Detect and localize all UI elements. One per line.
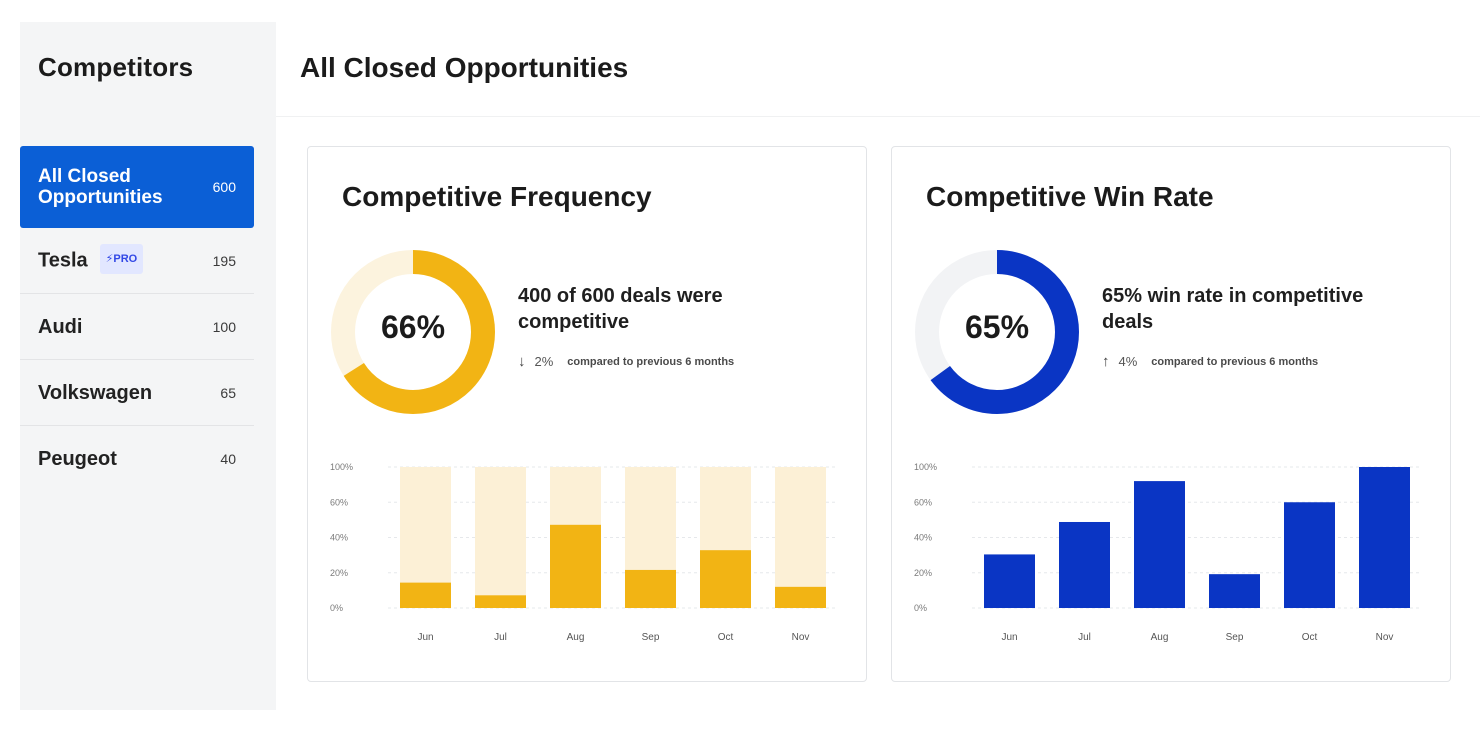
nav-item-label: Peugeot (38, 448, 117, 470)
x-tick-label: Sep (642, 632, 660, 643)
x-tick-label: Oct (718, 632, 734, 643)
y-tick-label: 60% (914, 497, 932, 507)
card-title: Competitive Win Rate (926, 181, 1214, 212)
nav-item-peugeot[interactable]: Peugeot 40 (20, 426, 254, 492)
bar[interactable] (475, 595, 526, 608)
x-tick-label: Nov (1376, 632, 1394, 643)
sidebar-title: Competitors (38, 52, 194, 82)
frequency-donut (331, 250, 495, 414)
bar[interactable] (700, 550, 751, 608)
bar[interactable] (1134, 481, 1185, 608)
y-tick-label: 60% (330, 497, 348, 507)
pro-badge: ⚡PRO (99, 243, 144, 274)
delta-percent: 4% (1118, 354, 1138, 369)
competitive-frequency-card: Competitive Frequency 66% 400 of 600 dea… (307, 146, 867, 682)
frequency-headline: 400 of 600 deals were competitive (518, 285, 723, 333)
win-rate-bar-chart: 0% 20% 40% 60% 100% Jun Jul Aug Sep Oct Nov (914, 462, 1422, 643)
donut-percent: 66% (380, 309, 446, 345)
donut-fill (915, 250, 1079, 414)
bar[interactable] (1284, 502, 1335, 608)
y-tick-label: 0% (914, 603, 927, 613)
nav-item-label: All Closed Opportunities (38, 166, 163, 208)
competitors-sidebar: Competitors All Closed Opportunities 600… (20, 22, 276, 710)
competitive-win-rate-card: Competitive Win Rate 65% 65% win rate in… (891, 146, 1451, 682)
nav-item-label: Tesla ⚡PRO (38, 243, 213, 276)
win-rate-delta: ↑ 4% compared to previous 6 months (1102, 353, 1318, 370)
x-tick-label: Oct (1302, 632, 1318, 643)
nav-item-label: Audi (38, 315, 83, 338)
bar[interactable] (775, 586, 826, 608)
bar[interactable] (625, 569, 676, 608)
bar-background[interactable] (775, 467, 826, 608)
card-title: Competitive Frequency (342, 181, 652, 212)
nav-item-label-text: Tesla (38, 248, 88, 271)
nav-item-count: 40 (220, 451, 236, 467)
delta-percent: 2% (534, 354, 554, 369)
page-title: All Closed Opportunities (300, 52, 629, 83)
x-tick-label: Aug (567, 632, 585, 643)
nav-item-audi[interactable]: Audi 100 (20, 294, 254, 360)
nav-item-tesla[interactable]: Tesla ⚡PRO 195 (20, 228, 254, 294)
x-tick-label: Jun (417, 632, 433, 643)
delta-note: compared to previous 6 months (567, 355, 735, 368)
bar[interactable] (1209, 574, 1260, 608)
y-tick-label: 40% (914, 533, 932, 543)
frequency-delta: ↓ 2% compared to previous 6 months (518, 353, 734, 370)
x-tick-label: Jun (1001, 632, 1017, 643)
arrow-down-icon: ↓ (518, 353, 526, 370)
header-divider (276, 116, 1480, 117)
bar[interactable] (984, 554, 1035, 608)
x-tick-label: Sep (1226, 632, 1244, 643)
x-tick-label: Nov (792, 632, 810, 643)
nav-item-count: 195 (212, 252, 236, 269)
donut-fill (331, 250, 495, 414)
y-tick-label: 40% (330, 533, 348, 543)
y-tick-label: 100% (330, 462, 353, 472)
x-tick-label: Jul (494, 632, 507, 643)
frequency-bar-chart: 0% 20% 40% 60% 100% Jun Jul Aug Sep Oct Nov (330, 462, 838, 643)
y-tick-label: 20% (330, 568, 348, 578)
nav-item-count: 600 (212, 179, 236, 195)
nav-item-count: 100 (212, 318, 236, 335)
win-rate-donut (915, 250, 1079, 414)
bar[interactable] (400, 582, 451, 608)
nav-item-label: Volkswagen (38, 381, 153, 404)
bar[interactable] (1059, 521, 1110, 608)
y-tick-label: 0% (330, 603, 343, 613)
x-tick-label: Jul (1078, 632, 1091, 643)
nav-item-all-closed[interactable]: All Closed Opportunities 600 (20, 146, 254, 228)
donut-percent: 65% (964, 309, 1030, 345)
x-tick-label: Aug (1151, 632, 1169, 643)
y-tick-label: 100% (914, 462, 937, 472)
win-rate-headline: 65% win rate in competitive deals (1102, 285, 1364, 333)
nav-item-count: 65 (220, 384, 236, 401)
nav-item-volkswagen[interactable]: Volkswagen 65 (20, 360, 254, 426)
bar[interactable] (1359, 467, 1410, 608)
y-tick-label: 20% (914, 568, 932, 578)
competitor-nav: All Closed Opportunities 600 Tesla ⚡PRO 1… (20, 146, 254, 492)
arrow-up-icon: ↑ (1102, 353, 1110, 370)
bar-background[interactable] (475, 467, 526, 608)
bar[interactable] (550, 524, 601, 608)
delta-note: compared to previous 6 months (1151, 355, 1319, 368)
